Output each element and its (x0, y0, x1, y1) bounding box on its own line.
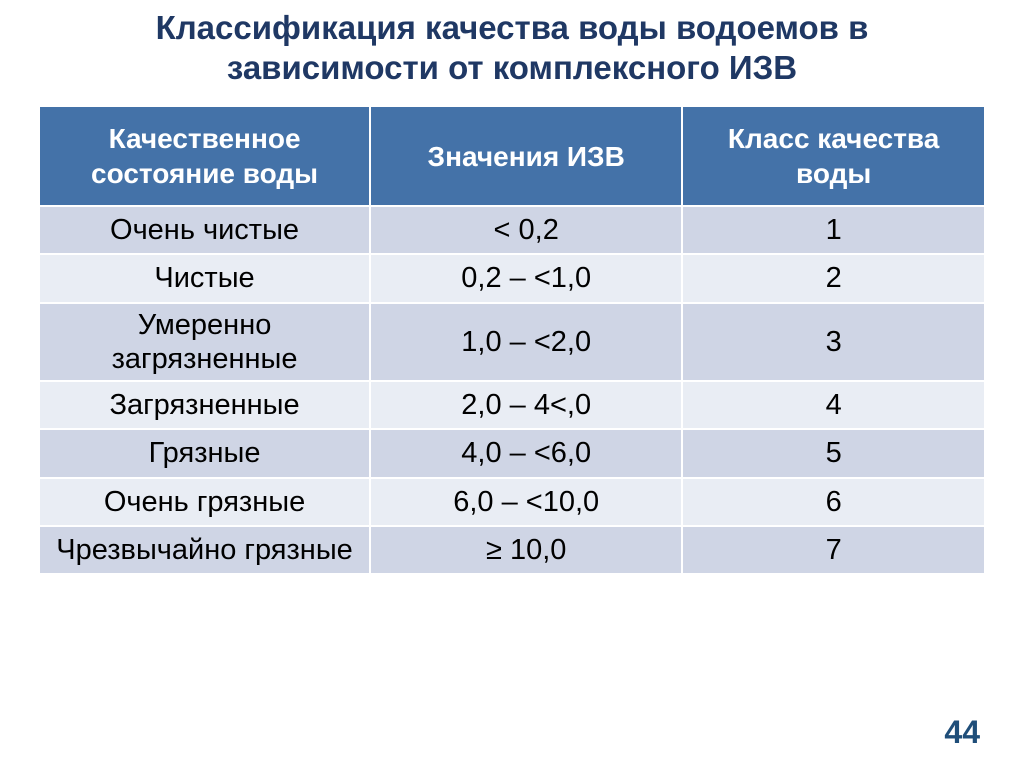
col-header-class: Класс качества воды (682, 106, 985, 206)
cell-state: Загрязненные (39, 381, 370, 429)
cell-state: Умеренно загрязненные (39, 303, 370, 381)
slide-title: Классификация качества воды водоемов в з… (0, 0, 1024, 105)
table-row: Загрязненные 2,0 – 4<,0 4 (39, 381, 985, 429)
col-header-state: Качественное состояние воды (39, 106, 370, 206)
table-row: Умеренно загрязненные 1,0 – <2,0 3 (39, 303, 985, 381)
water-quality-table: Качественное состояние воды Значения ИЗВ… (38, 105, 986, 575)
cell-class: 6 (682, 478, 985, 526)
cell-state: Грязные (39, 429, 370, 477)
cell-class: 7 (682, 526, 985, 574)
table-row: Грязные 4,0 – <6,0 5 (39, 429, 985, 477)
cell-class: 5 (682, 429, 985, 477)
table-row: Чистые 0,2 – <1,0 2 (39, 254, 985, 302)
cell-izv: 6,0 – <10,0 (370, 478, 682, 526)
table-row: Очень грязные 6,0 – <10,0 6 (39, 478, 985, 526)
cell-izv: 1,0 – <2,0 (370, 303, 682, 381)
cell-class: 4 (682, 381, 985, 429)
cell-state: Очень грязные (39, 478, 370, 526)
cell-class: 1 (682, 206, 985, 254)
table-row: Чрезвычайно грязные ≥ 10,0 7 (39, 526, 985, 574)
table-row: Очень чистые < 0,2 1 (39, 206, 985, 254)
cell-class: 2 (682, 254, 985, 302)
table-body: Очень чистые < 0,2 1 Чистые 0,2 – <1,0 2… (39, 206, 985, 574)
table-header-row: Качественное состояние воды Значения ИЗВ… (39, 106, 985, 206)
table-container: Качественное состояние воды Значения ИЗВ… (0, 105, 1024, 575)
page-number: 44 (944, 714, 980, 751)
cell-izv: 0,2 – <1,0 (370, 254, 682, 302)
cell-state: Очень чистые (39, 206, 370, 254)
cell-izv: 2,0 – 4<,0 (370, 381, 682, 429)
cell-state: Чистые (39, 254, 370, 302)
cell-izv: 4,0 – <6,0 (370, 429, 682, 477)
cell-izv: ≥ 10,0 (370, 526, 682, 574)
cell-state: Чрезвычайно грязные (39, 526, 370, 574)
cell-class: 3 (682, 303, 985, 381)
col-header-izv: Значения ИЗВ (370, 106, 682, 206)
cell-izv: < 0,2 (370, 206, 682, 254)
